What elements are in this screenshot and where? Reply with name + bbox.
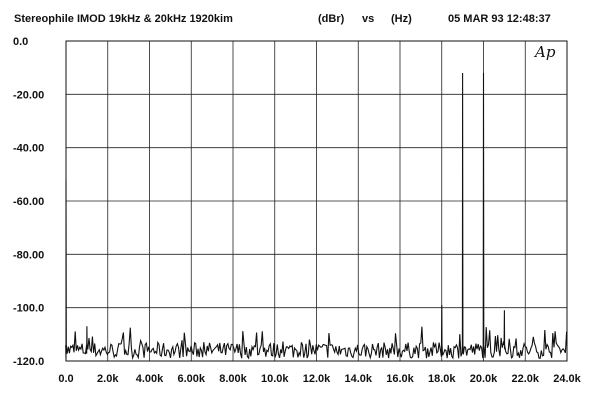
y-axis-tick-labels: 0.0 -20.00 -40.00 -60.00 -80.00 -100.0 -120.0 xyxy=(13,36,44,368)
x-tick-label: 18.0k xyxy=(428,373,456,385)
x-tick-label: 0.0 xyxy=(58,373,73,385)
versus-label: vs xyxy=(362,13,375,25)
spectrum-trace xyxy=(65,72,568,361)
x-tick-label: 20.0k xyxy=(470,373,498,385)
y-tick-label: -80.00 xyxy=(13,249,44,261)
chart-grid xyxy=(65,40,568,362)
x-tick-label: 4.00k xyxy=(136,373,164,385)
x-tick-label: 10.0k xyxy=(261,373,289,385)
x-tick-label: 8.00k xyxy=(219,373,247,385)
y-tick-label: -100.0 xyxy=(13,303,44,315)
y-tick-label: 0.0 xyxy=(13,36,28,48)
x-tick-label: 12.0k xyxy=(303,373,331,385)
chart-title: Stereophile IMOD 19kHz & 20kHz 1920kim xyxy=(14,13,233,25)
x-tick-label: 14.0k xyxy=(344,373,372,385)
x-tick-label: 22.0k xyxy=(511,373,539,385)
y-tick-label: -120.0 xyxy=(13,356,44,368)
y-axis-unit-label: (dBr) xyxy=(318,13,345,25)
x-axis-tick-labels: 0.0 2.0k 4.00k 6.00k 8.00k 10.0k 12.0k 14.0k 16.… xyxy=(58,373,581,385)
y-tick-label: -60.00 xyxy=(13,196,44,208)
timestamp: 05 MAR 93 12:48:37 xyxy=(448,13,551,25)
x-tick-label: 24.0k xyxy=(553,373,581,385)
x-axis-unit-label: (Hz) xyxy=(391,13,412,25)
y-tick-label: -20.00 xyxy=(13,89,44,101)
y-tick-label: -40.00 xyxy=(13,143,44,155)
ap-logo: Ap xyxy=(535,43,556,61)
x-tick-label: 2.0k xyxy=(97,373,119,385)
x-tick-label: 16.0k xyxy=(386,373,414,385)
x-tick-label: 6.00k xyxy=(177,373,205,385)
